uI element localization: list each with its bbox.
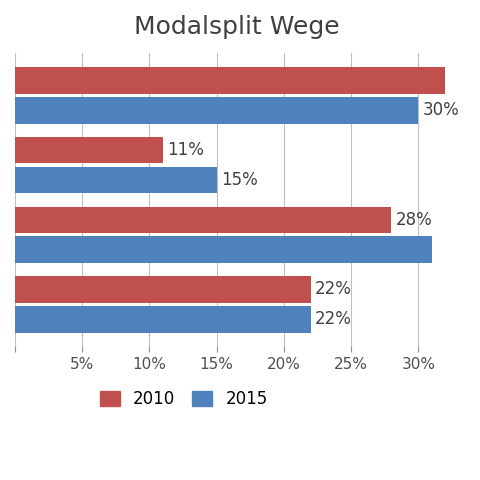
Bar: [15, 97, 419, 123]
Text: 28%: 28%: [396, 211, 432, 229]
Text: 15%: 15%: [221, 171, 257, 189]
Bar: [15, 237, 432, 263]
Text: 22%: 22%: [315, 311, 352, 328]
Bar: [15, 276, 311, 303]
Text: 30%: 30%: [422, 101, 459, 119]
Bar: [15, 167, 216, 193]
Bar: [15, 137, 163, 163]
Bar: [15, 306, 311, 333]
Text: 11%: 11%: [167, 141, 204, 159]
Title: Modalsplit Wege: Modalsplit Wege: [134, 15, 340, 39]
Bar: [15, 206, 392, 233]
Legend: 2010, 2015: 2010, 2015: [100, 390, 267, 408]
Bar: [15, 67, 445, 94]
Text: 22%: 22%: [315, 280, 352, 299]
